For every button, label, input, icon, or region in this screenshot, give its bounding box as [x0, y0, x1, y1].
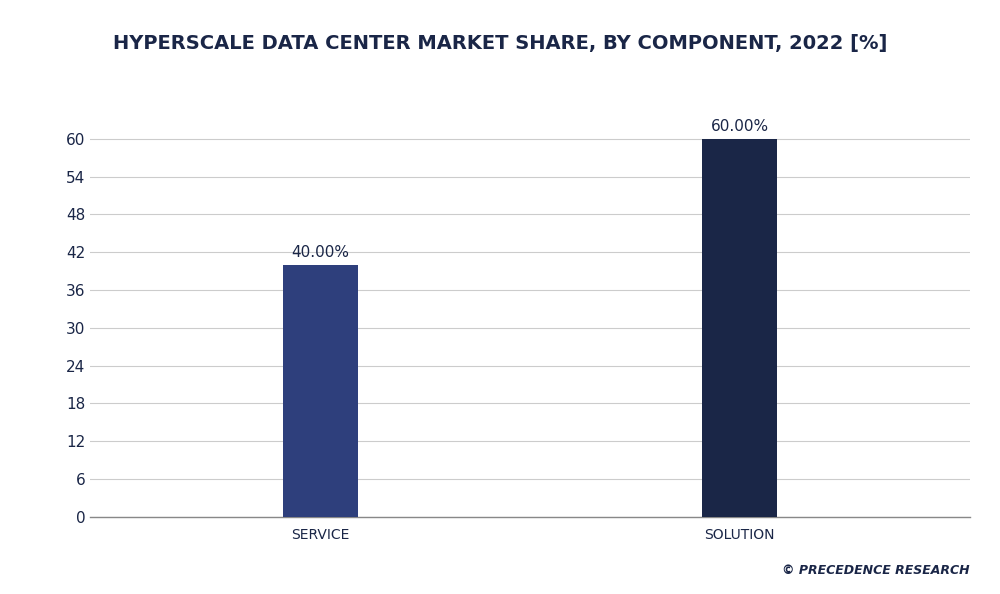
- Text: 40.00%: 40.00%: [291, 245, 349, 260]
- Bar: [702, 139, 777, 517]
- Text: HYPERSCALE DATA CENTER MARKET SHARE, BY COMPONENT, 2022 [%]: HYPERSCALE DATA CENTER MARKET SHARE, BY …: [113, 34, 887, 53]
- Bar: [283, 265, 358, 517]
- Text: © PRECEDENCE RESEARCH: © PRECEDENCE RESEARCH: [782, 564, 970, 577]
- Text: 60.00%: 60.00%: [710, 119, 769, 134]
